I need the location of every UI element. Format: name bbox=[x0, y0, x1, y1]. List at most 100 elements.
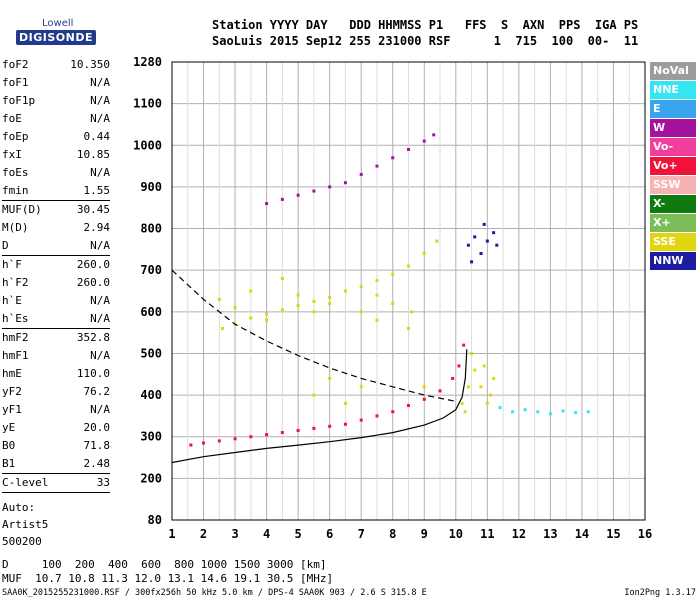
param-label: foF2 bbox=[2, 58, 29, 71]
param-row: C-level 33 bbox=[2, 474, 110, 492]
data-point bbox=[485, 239, 489, 243]
data-point bbox=[466, 243, 470, 247]
param-label: yF2 bbox=[2, 385, 22, 398]
param-label: hmF1 bbox=[2, 349, 29, 362]
legend-item-noval: NoVal bbox=[650, 62, 696, 80]
x-tick-label: 5 bbox=[295, 527, 302, 541]
param-value: 352.8 bbox=[76, 331, 110, 344]
data-point bbox=[375, 164, 379, 168]
data-point bbox=[249, 289, 253, 293]
x-tick-label: 15 bbox=[606, 527, 620, 541]
legend-item-nnw: NNW bbox=[650, 252, 696, 270]
x-tick-label: 2 bbox=[200, 527, 207, 541]
param-value: 33 bbox=[96, 476, 110, 489]
param-label: foEp bbox=[2, 130, 29, 143]
param-value: 2.48 bbox=[83, 457, 111, 470]
param-row: h`Es N/A bbox=[2, 310, 110, 328]
y-tick-label: 400 bbox=[140, 388, 162, 402]
param-row: h`F2 260.0 bbox=[2, 274, 110, 292]
data-point bbox=[574, 411, 578, 415]
data-point bbox=[312, 310, 316, 314]
param-value: 260.0 bbox=[76, 276, 110, 289]
data-point bbox=[422, 385, 426, 389]
data-point bbox=[438, 389, 442, 393]
x-tick-label: 12 bbox=[512, 527, 526, 541]
data-point bbox=[375, 318, 379, 322]
data-point bbox=[328, 185, 332, 189]
data-point bbox=[328, 301, 332, 305]
data-point bbox=[265, 318, 269, 322]
param-row: hmF1 N/A bbox=[2, 347, 110, 365]
x-tick-label: 16 bbox=[638, 527, 652, 541]
data-point bbox=[296, 293, 300, 297]
footer-version: Ion2Png 1.3.17 bbox=[624, 588, 696, 598]
param-value: 10.85 bbox=[76, 148, 110, 161]
y-tick-label: 900 bbox=[140, 180, 162, 194]
legend-item-x: X+ bbox=[650, 214, 696, 232]
param-label: foF1p bbox=[2, 94, 36, 107]
data-point bbox=[536, 410, 540, 414]
y-tick-label: 1000 bbox=[133, 138, 162, 152]
muf-row: MUF 10.7 10.8 11.3 12.0 13.1 14.6 19.1 3… bbox=[2, 572, 334, 585]
data-point bbox=[473, 235, 477, 239]
data-point bbox=[328, 295, 332, 299]
y-tick-label: 800 bbox=[140, 222, 162, 236]
x-tick-label: 11 bbox=[480, 527, 494, 541]
param-row: yF2 76.2 bbox=[2, 383, 110, 401]
param-value: N/A bbox=[90, 166, 110, 179]
data-point bbox=[312, 299, 316, 303]
scaled-parameters-panel: foF2 10.350 foF1 N/A foF1p N/A foE N/A foEp 0.44 f… bbox=[2, 56, 110, 550]
data-point bbox=[466, 385, 470, 389]
data-point bbox=[189, 443, 193, 447]
x-tick-label: 1 bbox=[168, 527, 175, 541]
data-point bbox=[343, 181, 347, 185]
autoscaling-line2: Artist5 bbox=[2, 518, 49, 531]
dashed-curve bbox=[171, 269, 456, 402]
station-header-values: SaoLuis 2015 Sep12 255 231000 RSF 1 715 … bbox=[212, 34, 639, 48]
param-row: foE N/A bbox=[2, 110, 110, 128]
param-label: hmF2 bbox=[2, 331, 29, 344]
legend-item-ssw: SSW bbox=[650, 176, 696, 194]
param-row: fmin 1.55 bbox=[2, 182, 110, 200]
param-row: hmF2 352.8 bbox=[2, 329, 110, 347]
data-point bbox=[548, 412, 552, 416]
param-value: 0.44 bbox=[83, 130, 111, 143]
param-divider bbox=[2, 200, 110, 201]
data-point bbox=[482, 364, 486, 368]
autoscaling-line3: 500200 bbox=[2, 535, 42, 548]
data-point bbox=[470, 260, 474, 264]
param-divider bbox=[2, 473, 110, 474]
data-point bbox=[217, 297, 221, 301]
y-tick-label: 600 bbox=[140, 305, 162, 319]
data-point bbox=[296, 304, 300, 308]
param-value: N/A bbox=[90, 94, 110, 107]
param-row: B1 2.48 bbox=[2, 455, 110, 473]
param-row: h`E N/A bbox=[2, 292, 110, 310]
param-label: M(D) bbox=[2, 221, 29, 234]
legend-item-vo: Vo+ bbox=[650, 157, 696, 175]
x-tick-label: 7 bbox=[358, 527, 365, 541]
data-point bbox=[265, 202, 269, 206]
data-point bbox=[359, 310, 363, 314]
param-row: yF1 N/A bbox=[2, 401, 110, 419]
param-row: h`F 260.0 bbox=[2, 256, 110, 274]
param-value: 30.45 bbox=[76, 203, 110, 216]
param-row: foF1 N/A bbox=[2, 74, 110, 92]
data-point bbox=[375, 293, 379, 297]
y-tick-label: 1100 bbox=[133, 97, 162, 111]
param-value: 76.2 bbox=[83, 385, 111, 398]
param-value: N/A bbox=[90, 349, 110, 362]
param-label: hmE bbox=[2, 367, 22, 380]
legend-item-vo: Vo- bbox=[650, 138, 696, 156]
param-value: N/A bbox=[90, 76, 110, 89]
x-tick-label: 8 bbox=[389, 527, 396, 541]
data-point bbox=[488, 393, 492, 397]
logo-sub-text: Lowell bbox=[42, 18, 74, 29]
data-point bbox=[280, 431, 284, 435]
data-point bbox=[359, 418, 363, 422]
data-point bbox=[343, 422, 347, 426]
y-tick-label: 80 bbox=[148, 513, 162, 527]
param-row: foEp 0.44 bbox=[2, 128, 110, 146]
data-point bbox=[375, 414, 379, 418]
